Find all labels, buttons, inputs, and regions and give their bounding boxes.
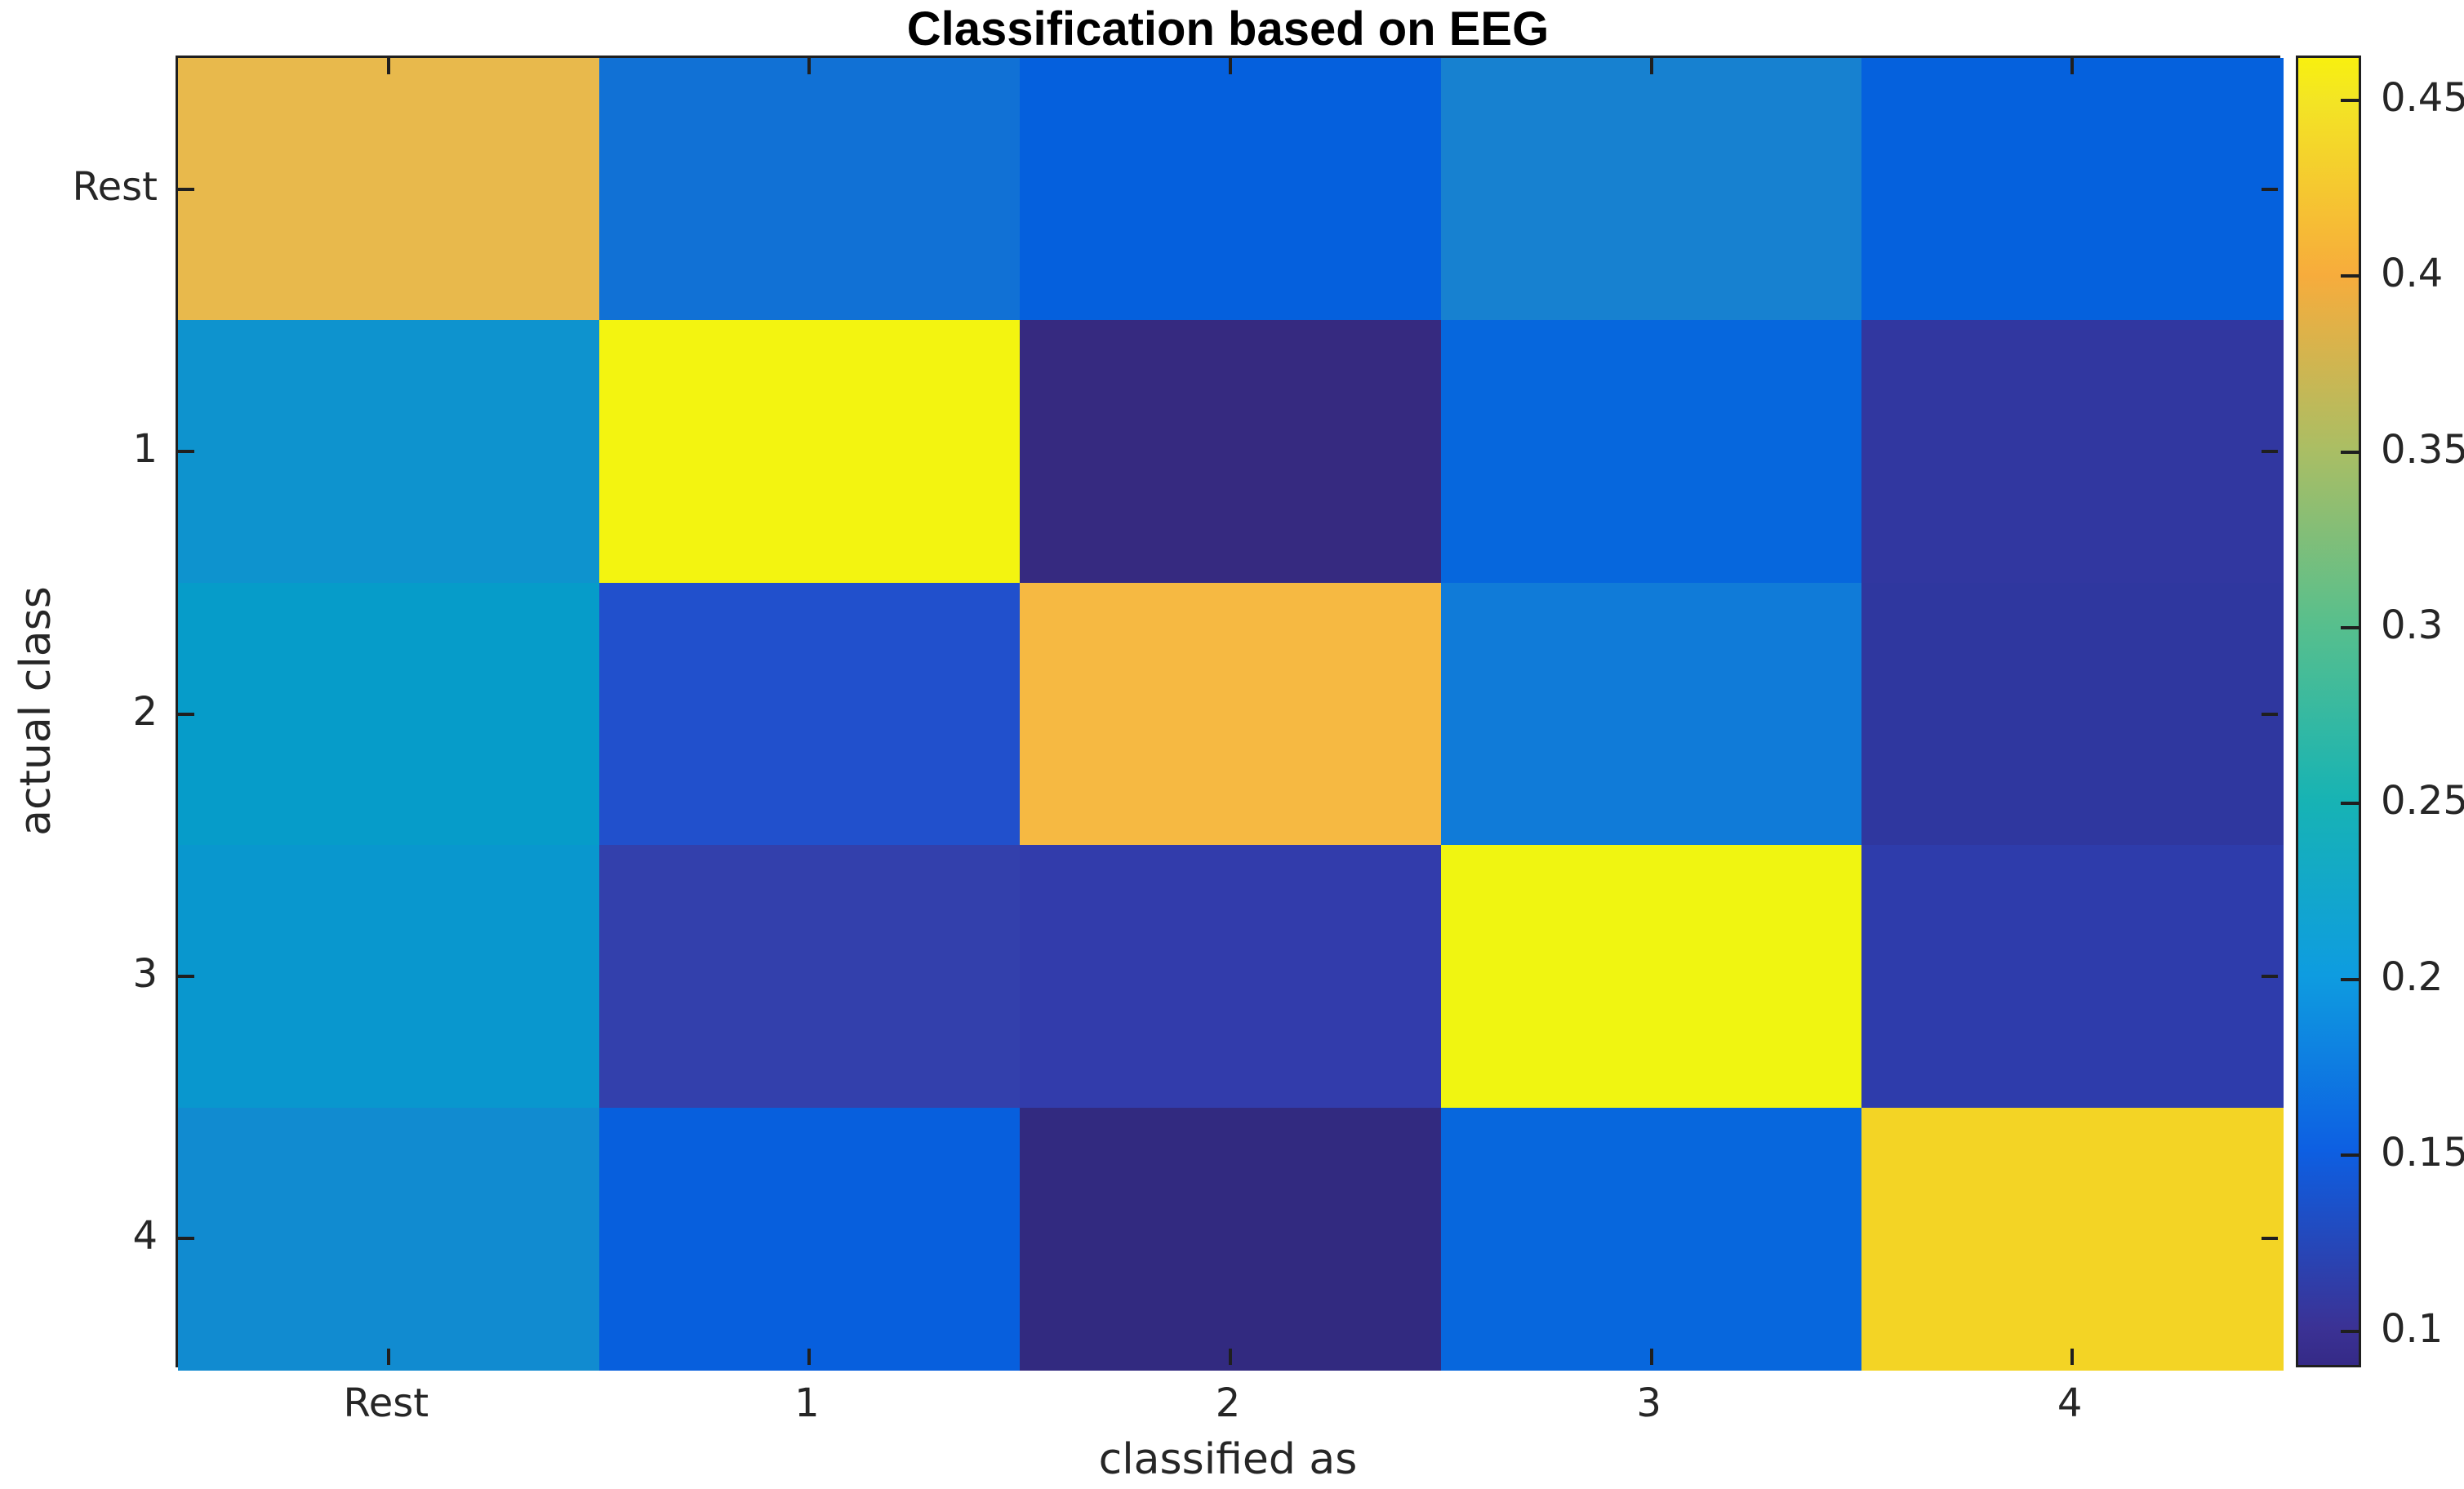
x-tick-mark <box>2070 1349 2075 1365</box>
heatmap-cell <box>1020 1107 1442 1371</box>
heatmap-cell <box>178 58 600 322</box>
heatmap-cell <box>1440 582 1863 847</box>
colorbar-tick-mark <box>2341 450 2359 454</box>
colorbar-tick-mark <box>2341 274 2359 278</box>
y-tick-label: 4 <box>132 1213 158 1260</box>
y-axis-label: actual class <box>11 586 60 836</box>
x-tick-mark <box>807 1349 812 1365</box>
heatmap-cell <box>1440 320 1863 584</box>
heatmap-cell <box>1861 320 2284 584</box>
y-tick-mark <box>2262 450 2278 454</box>
y-tick-mark <box>2262 712 2278 716</box>
colorbar-tick-label: 0.1 <box>2381 1305 2444 1352</box>
heatmap-cell <box>1440 58 1863 322</box>
x-tick-mark <box>386 1349 390 1365</box>
heatmap-cell <box>1440 1107 1863 1371</box>
colorbar-tick-mark <box>2341 1329 2359 1333</box>
heatmap-cell <box>178 1107 600 1371</box>
colorbar-tick-mark <box>2341 1153 2359 1158</box>
x-tick-label: 3 <box>1636 1380 1661 1426</box>
x-tick-mark <box>807 58 812 74</box>
x-tick-label: Rest <box>343 1380 429 1426</box>
x-tick-label: 2 <box>1215 1380 1241 1426</box>
heatmap-cell <box>1020 320 1442 584</box>
heatmap-cell <box>1020 58 1442 322</box>
heatmap-cell <box>178 845 600 1109</box>
colorbar-tick-mark <box>2341 977 2359 981</box>
colorbar-tick-mark <box>2341 802 2359 806</box>
heatmap-cell <box>1861 582 2284 847</box>
heatmap-cell <box>598 1107 1021 1371</box>
x-axis-label: classified as <box>1098 1435 1358 1484</box>
colorbar-tick-label: 0.35 <box>2381 426 2464 473</box>
heatmap-cell <box>1861 1107 2284 1371</box>
x-tick-label: 1 <box>794 1380 820 1426</box>
chart-title: Classification based on EEG <box>906 2 1550 56</box>
x-tick-mark <box>386 58 390 74</box>
colorbar-tick-label: 0.25 <box>2381 778 2464 825</box>
heatmap-cell <box>1861 58 2284 322</box>
x-tick-mark <box>1229 1349 1232 1365</box>
y-tick-mark <box>178 974 194 978</box>
colorbar-tick-mark <box>2341 625 2359 629</box>
colorbar-tick-mark <box>2341 98 2359 102</box>
y-tick-label: 2 <box>132 688 158 735</box>
colorbar-tick-label: 0.3 <box>2381 602 2444 648</box>
y-tick-mark <box>2262 974 2278 978</box>
y-tick-mark <box>2262 1237 2278 1241</box>
heatmap-cell <box>1861 845 2284 1109</box>
heatmap-cell <box>598 845 1021 1109</box>
x-tick-mark <box>1649 58 1653 74</box>
colorbar-tick-label: 0.45 <box>2381 74 2464 121</box>
x-tick-label: 4 <box>2057 1380 2083 1426</box>
heatmap-plot-area <box>176 56 2284 1371</box>
y-tick-mark <box>178 712 194 716</box>
x-tick-mark <box>2070 58 2075 74</box>
x-tick-mark <box>1649 1349 1653 1365</box>
heatmap-cell <box>598 58 1021 322</box>
y-tick-mark <box>178 187 194 191</box>
heatmap-cell <box>1440 845 1863 1109</box>
heatmap-cell <box>598 320 1021 584</box>
colorbar-tick-label: 0.2 <box>2381 953 2444 1000</box>
heatmap-cell <box>1020 845 1442 1109</box>
heatmap-cell <box>598 582 1021 847</box>
y-tick-mark <box>178 1237 194 1241</box>
colorbar-tick-label: 0.4 <box>2381 251 2444 297</box>
y-tick-label: 1 <box>132 426 158 473</box>
colorbar <box>2296 56 2361 1367</box>
x-tick-mark <box>1229 58 1232 74</box>
y-tick-label: Rest <box>72 163 158 210</box>
y-tick-mark <box>178 450 194 454</box>
heatmap-cell <box>178 320 600 584</box>
colorbar-tick-label: 0.15 <box>2381 1130 2464 1176</box>
heatmap-cell <box>1020 582 1442 847</box>
y-tick-label: 3 <box>132 950 158 997</box>
y-tick-mark <box>2262 187 2278 191</box>
heatmap-cell <box>178 582 600 847</box>
